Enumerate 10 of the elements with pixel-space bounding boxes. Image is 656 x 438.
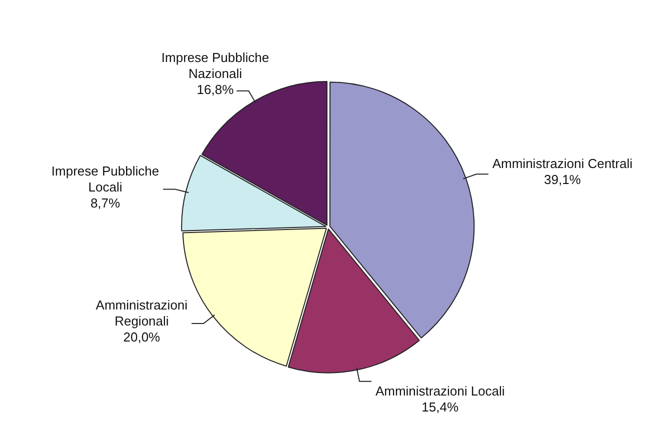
slice-label: Imprese Pubbliche Locali — [51, 163, 160, 194]
slice-label: Amministrazioni Regionali — [96, 298, 188, 329]
data-label: 20,0% — [123, 330, 161, 345]
slice-label: Amministrazioni Locali — [375, 383, 505, 398]
data-label: 39,1% — [544, 172, 582, 188]
slice-label: Imprese Pubbliche Nazionali — [161, 50, 270, 82]
data-label: 15,4% — [422, 399, 459, 414]
data-label: 8,7% — [90, 195, 121, 210]
data-label: 16,8% — [196, 82, 234, 98]
slice-label: Amministrazioni Centrali — [492, 156, 633, 172]
